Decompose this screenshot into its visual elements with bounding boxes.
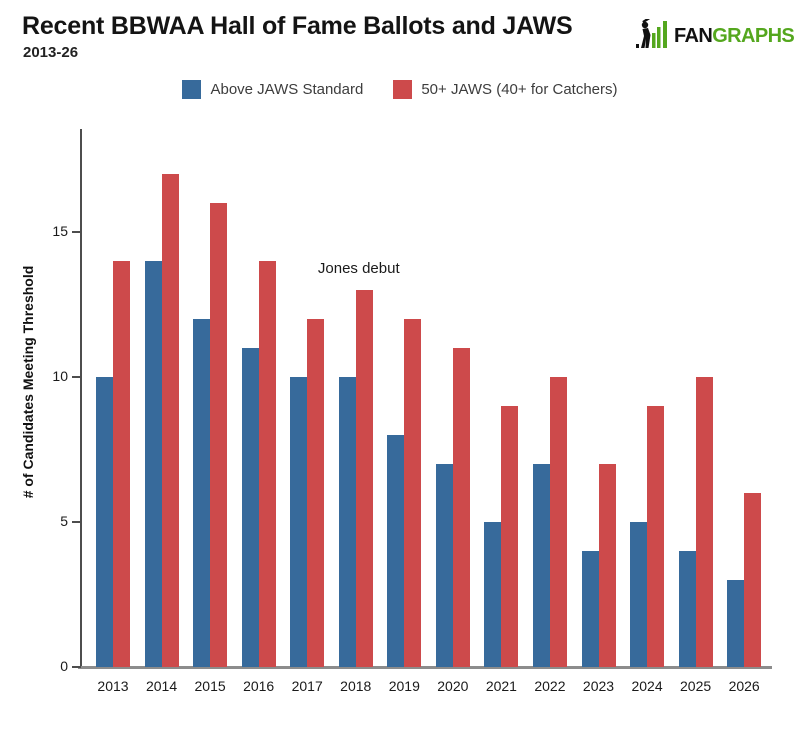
bar-50-jaws-2015 xyxy=(210,203,228,667)
bar-above-jaws-2023 xyxy=(581,551,599,667)
x-tick-label-2019: 2019 xyxy=(388,678,420,694)
y-tick-mark xyxy=(72,521,81,523)
bar-50-jaws-2013 xyxy=(113,261,130,667)
x-tick-label-2022: 2022 xyxy=(534,678,566,694)
fangraphs-logo-text: FANGRAPHS xyxy=(674,24,795,48)
x-tick-label-2015: 2015 xyxy=(194,678,226,694)
bar-above-jaws-2016 xyxy=(241,348,259,667)
annotation-jones-debut: Jones debut xyxy=(317,260,400,277)
x-tick-label-2024: 2024 xyxy=(631,678,663,694)
bar-above-jaws-2021 xyxy=(484,522,502,667)
bar-50-jaws-2026 xyxy=(744,493,762,667)
bar-above-jaws-2020 xyxy=(435,464,453,667)
bar-above-jaws-2018 xyxy=(338,377,356,667)
x-tick-label-2018: 2018 xyxy=(340,678,372,694)
x-tick-label-2013: 2013 xyxy=(97,678,129,694)
y-tick-label: 10 xyxy=(52,368,68,384)
x-tick-label-2026: 2026 xyxy=(728,678,760,694)
bar-above-jaws-2019 xyxy=(387,435,405,667)
x-tick-label-2014: 2014 xyxy=(145,678,178,694)
y-tick-label: 0 xyxy=(60,658,68,674)
bar-above-jaws-2026 xyxy=(727,580,745,667)
x-tick-label-2020: 2020 xyxy=(437,678,469,694)
chart-legend: Above JAWS Standard 50+ JAWS (40+ for Ca… xyxy=(0,80,800,99)
bar-above-jaws-2017 xyxy=(290,377,308,667)
bar-50-jaws-2020 xyxy=(452,348,470,667)
x-axis-line xyxy=(78,666,772,669)
legend-label-50-jaws: 50+ JAWS (40+ for Catchers) xyxy=(421,81,618,98)
x-tick-label-2025: 2025 xyxy=(680,678,712,694)
x-tick-label-2016: 2016 xyxy=(243,678,275,694)
bar-above-jaws-2025 xyxy=(678,551,696,667)
fangraphs-logo: FANGRAPHS xyxy=(636,14,795,54)
x-tick-label-2023: 2023 xyxy=(582,678,615,694)
page-subtitle: 2013-26 xyxy=(23,44,79,61)
bar-above-jaws-2022 xyxy=(532,464,550,667)
bar-50-jaws-2025 xyxy=(695,377,713,667)
bar-50-jaws-2017 xyxy=(307,319,325,667)
logo-graphs-text: GRAPHS xyxy=(712,24,795,47)
logo-fan-text: FAN xyxy=(674,24,713,47)
legend-swatch-blue xyxy=(182,80,202,99)
legend-swatch-red xyxy=(393,80,413,99)
bar-50-jaws-2021 xyxy=(501,406,519,667)
bar-50-jaws-2014 xyxy=(161,174,179,667)
legend-label-above-jaws: Above JAWS Standard xyxy=(210,81,364,98)
x-tick-label-2017: 2017 xyxy=(291,678,323,694)
page-title: Recent BBWAA Hall of Fame Ballots and JA… xyxy=(22,12,573,40)
y-tick-label: 5 xyxy=(60,513,68,529)
bar-above-jaws-2013 xyxy=(96,377,113,667)
bar-above-jaws-2015 xyxy=(193,319,211,667)
y-tick-mark xyxy=(72,376,81,378)
y-tick-mark xyxy=(72,231,81,233)
bar-above-jaws-2014 xyxy=(144,261,162,667)
bar-50-jaws-2022 xyxy=(549,377,567,667)
legend-item-above-jaws: Above JAWS Standard xyxy=(182,80,363,99)
bar-50-jaws-2019 xyxy=(404,319,422,667)
fangraphs-logo-icon xyxy=(636,14,670,54)
y-tick-mark xyxy=(72,666,81,668)
x-tick-label-2021: 2021 xyxy=(485,678,517,694)
y-axis-line xyxy=(80,129,82,669)
bar-50-jaws-2023 xyxy=(598,464,616,667)
y-tick-label: 15 xyxy=(52,223,68,239)
bar-50-jaws-2018 xyxy=(355,290,373,667)
legend-item-50-jaws: 50+ JAWS (40+ for Catchers) xyxy=(393,80,618,99)
bar-above-jaws-2024 xyxy=(630,522,648,667)
bar-50-jaws-2016 xyxy=(258,261,276,667)
bar-50-jaws-2024 xyxy=(647,406,665,667)
